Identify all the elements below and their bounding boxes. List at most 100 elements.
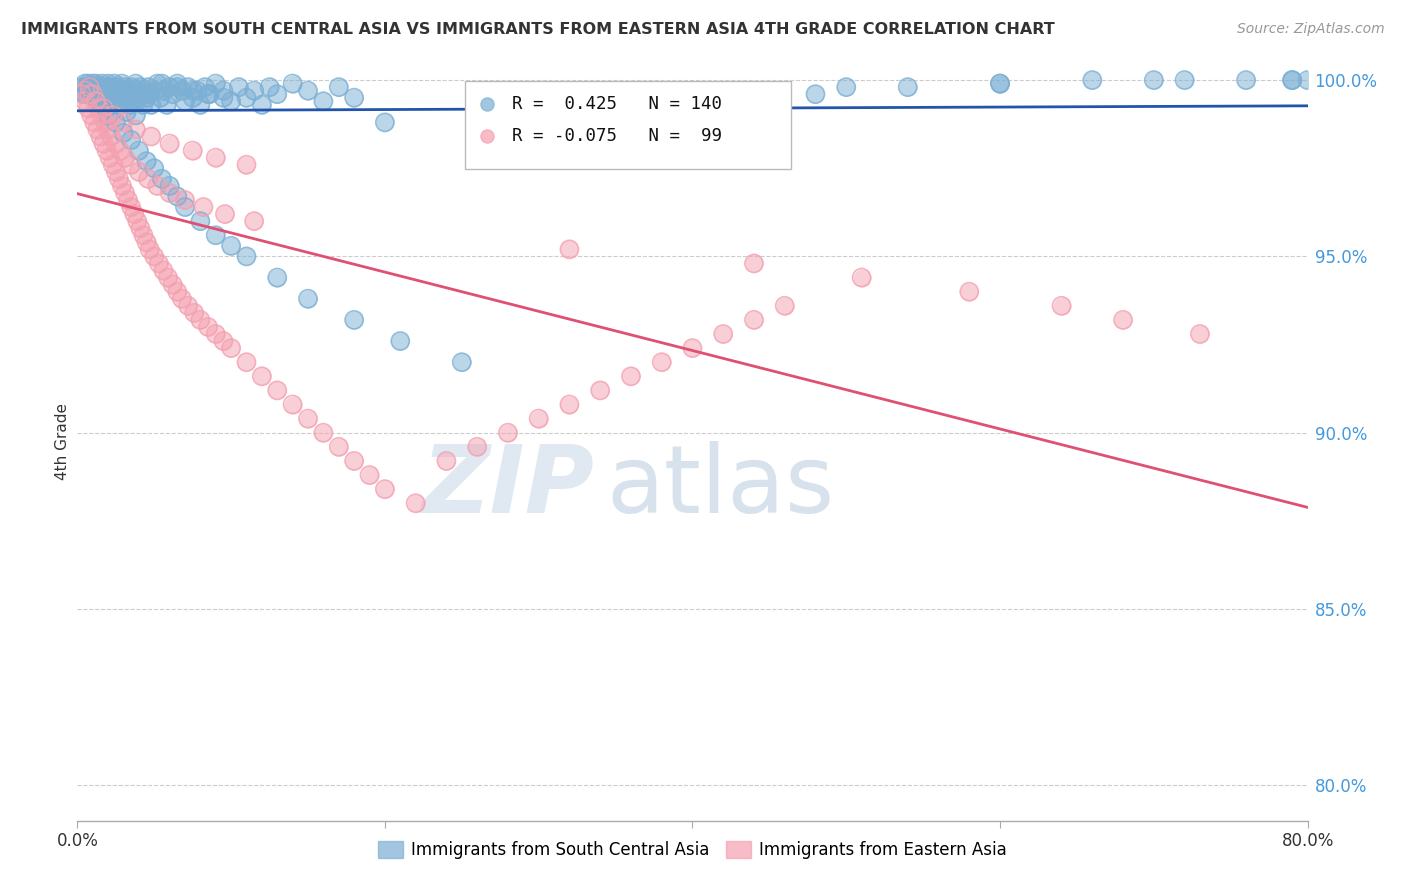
Point bbox=[86, 122, 108, 136]
Point bbox=[82, 87, 104, 102]
Point bbox=[250, 97, 273, 112]
Point bbox=[104, 115, 127, 129]
Point bbox=[159, 136, 181, 151]
Point bbox=[135, 154, 157, 169]
Point bbox=[186, 84, 208, 98]
Point bbox=[87, 94, 110, 108]
Point bbox=[166, 189, 188, 203]
Point bbox=[149, 91, 172, 105]
Point bbox=[104, 84, 127, 98]
Point bbox=[84, 91, 107, 105]
Point bbox=[281, 77, 304, 91]
Point bbox=[897, 80, 920, 95]
Point bbox=[89, 80, 111, 95]
Point bbox=[141, 129, 163, 144]
Point bbox=[89, 87, 111, 102]
Point bbox=[87, 84, 110, 98]
Point bbox=[159, 178, 181, 193]
Text: R = -0.075   N =  99: R = -0.075 N = 99 bbox=[512, 127, 721, 145]
Point bbox=[235, 249, 257, 263]
Point bbox=[1296, 73, 1319, 87]
Point bbox=[138, 87, 160, 102]
Point bbox=[128, 165, 150, 179]
Point bbox=[188, 97, 212, 112]
Point bbox=[389, 334, 412, 348]
Point bbox=[79, 87, 101, 102]
Point bbox=[112, 84, 135, 98]
Point bbox=[110, 94, 132, 108]
Point bbox=[166, 77, 188, 91]
Point bbox=[76, 80, 98, 95]
Point bbox=[122, 207, 145, 221]
Point bbox=[405, 496, 427, 510]
Point bbox=[141, 97, 163, 112]
Point bbox=[100, 129, 122, 144]
Point bbox=[117, 193, 139, 207]
Point bbox=[114, 186, 136, 200]
Point bbox=[80, 108, 103, 122]
Point bbox=[146, 178, 169, 193]
Point bbox=[108, 171, 131, 186]
Point bbox=[110, 94, 132, 108]
Point bbox=[1174, 73, 1197, 87]
Point bbox=[177, 299, 200, 313]
Point bbox=[120, 158, 142, 172]
Point bbox=[136, 80, 159, 95]
Point bbox=[84, 94, 107, 108]
Point bbox=[94, 91, 117, 105]
Point bbox=[149, 91, 172, 105]
Point bbox=[204, 228, 226, 243]
Point bbox=[120, 80, 142, 95]
Point bbox=[94, 115, 117, 129]
Point bbox=[235, 355, 257, 369]
Point bbox=[121, 87, 143, 102]
Point bbox=[132, 97, 155, 112]
Point bbox=[1050, 299, 1073, 313]
Point bbox=[129, 80, 152, 95]
Point bbox=[162, 87, 184, 102]
Point bbox=[132, 97, 155, 112]
Point bbox=[121, 87, 143, 102]
Point bbox=[219, 239, 242, 253]
Point bbox=[114, 151, 136, 165]
Point bbox=[297, 411, 319, 425]
Point bbox=[134, 84, 156, 98]
Point bbox=[651, 355, 673, 369]
Point bbox=[174, 200, 197, 214]
Point bbox=[162, 277, 184, 292]
Point bbox=[86, 80, 108, 95]
Point bbox=[174, 200, 197, 214]
Point bbox=[120, 80, 142, 95]
Point bbox=[312, 425, 335, 440]
Point bbox=[112, 126, 135, 140]
Point bbox=[266, 270, 288, 285]
Point bbox=[136, 171, 159, 186]
Point bbox=[197, 87, 219, 102]
Point bbox=[128, 165, 150, 179]
Point bbox=[100, 94, 122, 108]
Point bbox=[682, 84, 704, 98]
Point bbox=[682, 341, 704, 355]
Point bbox=[181, 144, 204, 158]
Point bbox=[114, 80, 136, 95]
Point bbox=[111, 77, 134, 91]
Point bbox=[83, 115, 105, 129]
Point bbox=[250, 97, 273, 112]
Point bbox=[170, 84, 193, 98]
Point bbox=[79, 87, 101, 102]
Point bbox=[70, 80, 93, 95]
Point bbox=[73, 77, 96, 91]
Point bbox=[773, 299, 796, 313]
Point bbox=[103, 77, 125, 91]
Point bbox=[138, 243, 160, 257]
Point bbox=[152, 84, 174, 98]
Point bbox=[86, 80, 108, 95]
Point bbox=[193, 200, 215, 214]
Point bbox=[159, 186, 181, 200]
Point bbox=[235, 91, 257, 105]
Point bbox=[804, 87, 827, 102]
Point bbox=[125, 108, 148, 122]
Point bbox=[97, 77, 120, 91]
Point bbox=[527, 411, 550, 425]
Point bbox=[235, 355, 257, 369]
